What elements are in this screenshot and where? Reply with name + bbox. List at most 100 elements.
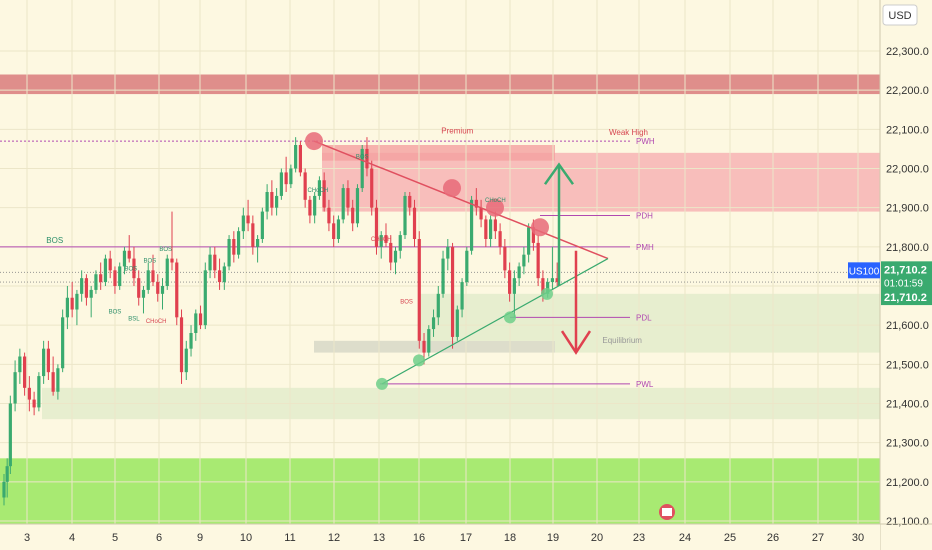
x-tick-label-18: 27: [812, 532, 824, 544]
candle-body-43: [203, 270, 207, 326]
x-tick-label-2: 5: [112, 532, 118, 544]
candle-body-54: [256, 239, 260, 247]
x-tick-label-0: 3: [24, 532, 30, 544]
annotations-layer: Premium Weak High BOS Equilibrium BOS BSL CHoC…: [46, 126, 648, 345]
down-arrow-head: [560, 330, 592, 355]
swing-high-circle-1: [443, 179, 461, 198]
candle-body-36: [170, 258, 174, 263]
time-axis[interactable]: 3 4 5 6 9 10 11 12 13 16 17 18 19 20 23 24 25 26 27 30: [0, 504, 932, 550]
candle-body-50: [236, 231, 241, 255]
candle-body-113: [536, 242, 540, 279]
candle-body-100: [474, 199, 478, 208]
candle-body-105: [498, 231, 502, 247]
candle-body-28: [132, 258, 136, 279]
candle-body-85: [403, 195, 407, 236]
y-tick-label-5: 21,600.0: [886, 320, 929, 332]
y-tick-label-12: 22,300.0: [886, 46, 929, 58]
candle-body-84: [398, 235, 402, 251]
y-tick-label-3: 21,400.0: [886, 399, 929, 411]
candle-body-111: [527, 227, 531, 255]
secondary-price-tag: 21,710.2: [884, 292, 927, 304]
currency-box[interactable]: [882, 4, 918, 26]
candle-body-21: [99, 274, 103, 283]
candle-body-32: [151, 270, 155, 283]
candle-body-82: [389, 242, 393, 263]
x-tick-label-7: 12: [328, 532, 340, 544]
annotation-0: Premium: [441, 126, 473, 135]
candle-body-45: [213, 254, 217, 271]
candle-body-31: [146, 270, 150, 290]
candle-body-20: [94, 274, 98, 290]
candle-body-70: [332, 223, 336, 239]
y-tick-label-8: 21,900.0: [886, 203, 929, 215]
last-price-tag: 21,710.2: [884, 264, 927, 276]
y-tick-label-11: 22,200.0: [886, 85, 929, 97]
candle-body-33: [156, 282, 160, 294]
swing-high-circle-0: [305, 132, 323, 151]
candle-body-93: [441, 258, 445, 294]
candle-body-30: [141, 289, 146, 298]
x-tick-label-11: 18: [504, 532, 516, 544]
x-tick-label-8: 13: [373, 532, 385, 544]
candle-body-29: [137, 278, 141, 298]
candle-body-117: [555, 278, 559, 283]
levels-layer: PWH PDH PMH PDL PWL: [0, 137, 880, 389]
last-price-tag-bg: [881, 261, 932, 292]
candle-body-48: [227, 239, 231, 267]
candle-body-56: [265, 192, 269, 212]
candle-body-17: [80, 278, 84, 294]
candle-body-90: [427, 329, 431, 353]
annotation-10: CHoCH: [307, 188, 328, 194]
candle-body-74: [351, 207, 355, 224]
annotation-12: CHoCH: [371, 237, 392, 243]
x-tick-label-3: 6: [156, 532, 162, 544]
y-tick-label-9: 22,000.0: [886, 164, 929, 176]
candle-body-101: [479, 207, 483, 220]
candle-body-66: [313, 195, 317, 216]
candle-body-3: [13, 372, 17, 404]
candle-body-94: [446, 246, 450, 259]
candle-body-24: [113, 270, 117, 286]
candle-body-72: [341, 188, 345, 220]
candle-body-27: [127, 250, 131, 259]
x-tick-label-10: 17: [460, 532, 472, 544]
candle-body-40: [189, 333, 193, 349]
candle-body-102: [484, 219, 488, 239]
candle-body-47: [222, 266, 226, 283]
x-tick-label-13: 20: [591, 532, 603, 544]
candle-body-97: [460, 282, 464, 310]
y-tick-label-10: 22,100.0: [886, 124, 929, 136]
symbol-tag: US100: [849, 266, 880, 277]
candle-body-88: [417, 239, 421, 341]
candle-body-65: [308, 199, 312, 216]
x-tick-label-5: 10: [240, 532, 252, 544]
candle-body-114: [541, 278, 545, 294]
candle-body-110: [522, 254, 526, 267]
swing-low-circle-0: [376, 377, 388, 390]
candle-body-62: [294, 145, 298, 169]
candle-body-63: [298, 145, 302, 173]
candle-body-55: [260, 211, 264, 239]
x-tick-label-19: 30: [852, 532, 864, 544]
y-tick-label-1: 21,200.0: [886, 477, 929, 489]
candle-body-39: [184, 348, 188, 373]
candle-body-57: [270, 192, 274, 208]
candle-body-86: [408, 195, 412, 208]
candle-body-58: [275, 195, 279, 208]
price-tags: US100 21,710.2 01:01:59 21,710.2: [848, 261, 932, 306]
candle-body-25: [118, 266, 122, 286]
candle-body-22: [103, 258, 108, 283]
x-tick-label-17: 26: [767, 532, 779, 544]
annotation-7: BOS: [124, 266, 137, 272]
swing-low-circle-2: [504, 311, 516, 324]
candle-body-81: [384, 235, 388, 243]
candle-body-9: [42, 348, 46, 377]
annotation-14: CHoCH: [485, 198, 506, 204]
swing-high-circle-3: [531, 218, 549, 237]
zone-4: [0, 458, 880, 525]
zone-0: [0, 74, 880, 95]
level-label-pwh: PWH: [636, 137, 655, 146]
annotation-3: Equilibrium: [602, 336, 642, 345]
time-axis-bg: [0, 524, 880, 550]
